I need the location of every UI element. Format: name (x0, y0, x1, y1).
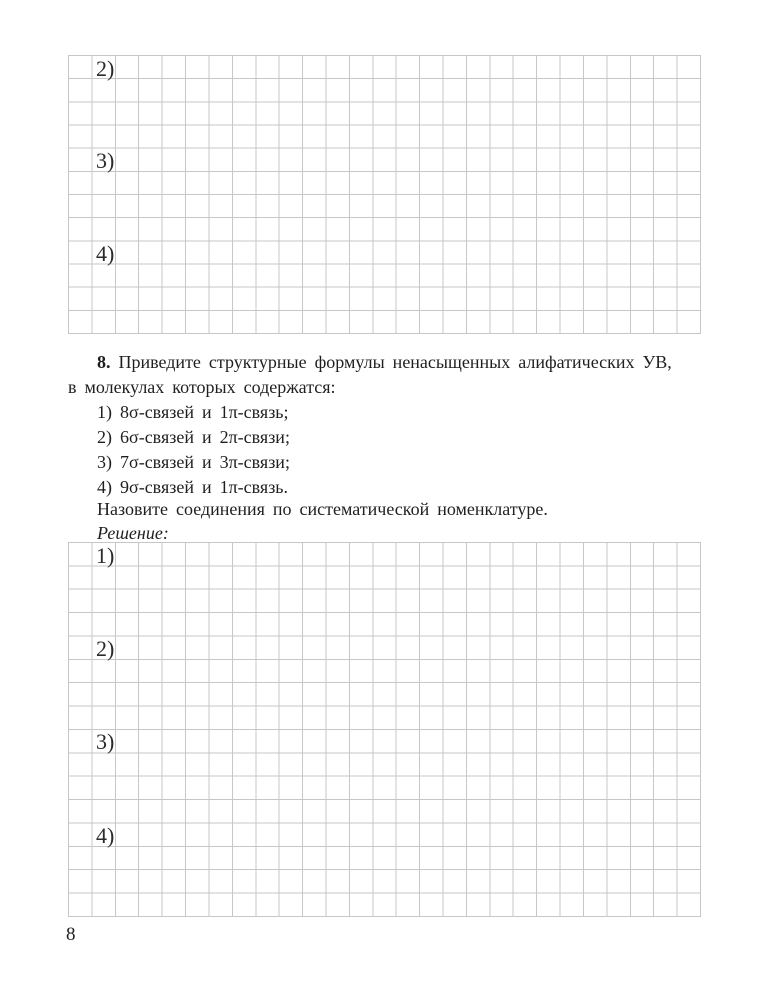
solution-label: Решение: (97, 523, 169, 543)
task-intro-text: Приведите структурные формулы ненасыщенн… (118, 352, 672, 372)
task-item-4: 4) 9σ-связей и 1π-связь. (97, 477, 289, 497)
answer-slot-label-4: 4) (96, 823, 115, 848)
task-number: 8. (97, 352, 111, 372)
answer-slot-label-2: 2) (96, 56, 115, 81)
task-intro-line-2: в молекулах которых содержатся: (68, 377, 336, 397)
answer-grid-top: 2) 3) 4) (68, 55, 701, 334)
task-item-3: 3) 7σ-связей и 3π-связи; (97, 452, 290, 472)
task-item-1: 1) 8σ-связей и 1π-связь; (97, 402, 289, 422)
answer-slot-label-1: 1) (96, 543, 115, 568)
task-item-2: 2) 6σ-связей и 2π-связи; (97, 427, 290, 447)
answer-slot-label-3: 3) (96, 148, 115, 173)
answer-slot-label-4: 4) (96, 241, 115, 266)
answer-grid-bottom: 1) 2) 3) 4) (68, 542, 701, 917)
answer-slot-label-3: 3) (96, 729, 115, 754)
answer-slot-label-2: 2) (96, 636, 115, 661)
task-instruction: Назовите соединения по систематической н… (97, 499, 548, 519)
page-number: 8 (66, 924, 76, 945)
task-intro-line-1: 8. Приведите структурные формулы ненасыщ… (68, 350, 757, 375)
